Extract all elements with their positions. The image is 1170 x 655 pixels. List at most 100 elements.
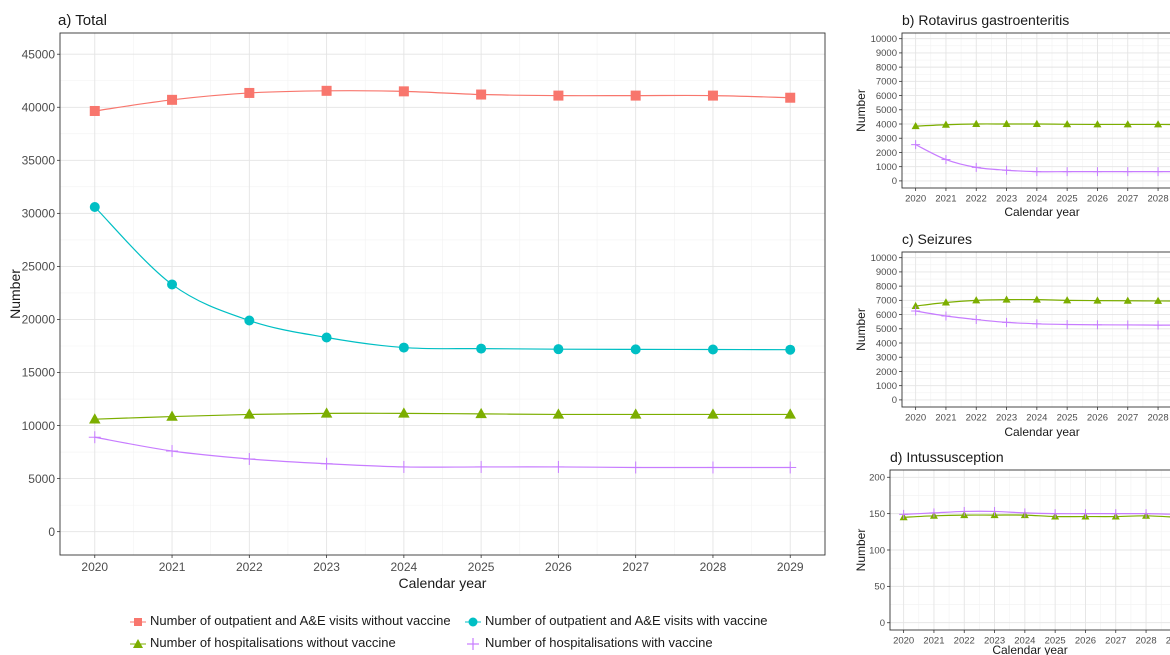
y-axis-label: Number: [7, 269, 23, 319]
data-point: [629, 408, 642, 419]
x-axis-label: Calendar year: [1004, 205, 1079, 219]
data-point: [941, 311, 951, 321]
data-point: [553, 90, 564, 101]
y-tick-label: 40000: [22, 100, 56, 114]
data-point: [167, 279, 178, 290]
series-line-hosp_with: [94, 436, 791, 469]
data-point: [1111, 509, 1121, 519]
x-tick-label: 2021: [935, 194, 956, 205]
y-tick-label: 7000: [876, 77, 897, 88]
data-point: [1062, 167, 1072, 177]
y-tick-label: 0: [48, 525, 55, 539]
chart-panel-0: 0 5000 10000 15000 20000 25000 30000 35000 40000…: [7, 12, 826, 591]
y-tick-label: 2000: [876, 367, 897, 378]
data-point: [707, 90, 718, 101]
x-tick-label: 2026: [545, 560, 572, 574]
x-tick-label: 2026: [1087, 413, 1108, 424]
data-point: [630, 344, 641, 355]
data-point: [321, 332, 332, 343]
y-tick-label: 200: [869, 473, 885, 484]
data-point: [552, 408, 565, 419]
data-point: [1032, 167, 1042, 177]
series-group: [911, 295, 1170, 330]
x-tick-label: 2028: [1147, 413, 1168, 424]
y-tick-label: 8000: [876, 281, 897, 292]
x-tick-label: 2027: [1117, 194, 1138, 205]
x-axis-label: Calendar year: [1004, 425, 1079, 439]
x-tick-label: 2026: [1075, 636, 1096, 647]
data-point: [972, 296, 981, 304]
legend-label: Number of outpatient and A&E visits with…: [150, 613, 451, 628]
data-point: [707, 344, 718, 355]
x-tick-label: 2023: [996, 413, 1017, 424]
data-point: [1153, 167, 1163, 177]
data-point: [929, 508, 939, 518]
y-tick-label: 10000: [871, 253, 897, 264]
data-point: [785, 344, 796, 355]
x-tick-label: 2028: [1135, 636, 1156, 647]
data-point: [88, 431, 101, 444]
x-axis-label: Calendar year: [399, 575, 487, 591]
y-tick-label: 0: [892, 176, 897, 187]
data-point: [89, 413, 101, 424]
x-tick-label: 2020: [905, 194, 926, 205]
data-point: [972, 119, 981, 127]
series-group: [899, 506, 1170, 521]
chart-panel-2: 0 1000 2000 3000 4000 5000 6000 7000 8000 9000 100…: [854, 231, 1170, 439]
y-tick-label: 5000: [876, 324, 897, 335]
x-tick-label: 2021: [935, 413, 956, 424]
y-tick-label: 1000: [876, 381, 897, 392]
data-point: [785, 92, 796, 103]
data-point: [244, 87, 255, 98]
legend-item-hosp-without: Number of hospitalisations without vacci…: [130, 634, 396, 652]
data-point: [971, 162, 981, 172]
data-point: [941, 120, 950, 128]
plot-border: [901, 251, 1170, 408]
data-point: [784, 461, 797, 474]
series-line-hosp_without: [915, 298, 1170, 307]
x-tick-label: 2024: [1014, 636, 1035, 647]
data-point: [911, 301, 920, 310]
y-tick-label: 5000: [876, 105, 897, 116]
y-tick-label: 30000: [22, 207, 56, 221]
y-tick-label: 15000: [22, 366, 56, 380]
square-marker-icon: [130, 617, 146, 626]
data-point: [1032, 295, 1041, 303]
data-point: [321, 85, 332, 96]
data-point: [1154, 120, 1163, 128]
data-point: [1063, 296, 1072, 304]
x-tick-label: 2027: [1105, 636, 1126, 647]
x-tick-label: 2026: [1087, 194, 1108, 205]
y-tick-label: 0: [880, 618, 885, 629]
y-tick-label: 4000: [876, 119, 897, 130]
data-point: [990, 506, 1000, 516]
chart-title: c) Seizures: [902, 231, 972, 247]
data-point: [1123, 167, 1133, 177]
x-tick-label: 2028: [1147, 194, 1168, 205]
data-point: [1093, 120, 1102, 128]
y-tick-label: 9000: [876, 48, 897, 59]
x-tick-label: 2027: [622, 560, 649, 574]
y-axis-label: Number: [854, 529, 868, 572]
y-tick-label: 2000: [876, 148, 897, 159]
data-point: [89, 105, 100, 116]
series-line-hosp_without: [903, 514, 1170, 518]
data-point: [166, 445, 179, 458]
series-line-outpatient_with: [94, 206, 791, 351]
data-point: [971, 315, 981, 325]
plot-background: [902, 252, 1170, 407]
y-tick-label: 35000: [22, 154, 56, 168]
data-point: [1123, 296, 1132, 304]
chart-panel-1: 0 1000 2000 3000 4000 5000 6000 7000 8000 9000 100…: [854, 12, 1170, 219]
y-tick-label: 10000: [871, 34, 897, 45]
chart-panel-3: 0 50 100 150 200 2020 2021 2022 2023 2024 2025 2026…: [854, 449, 1170, 655]
data-point: [1050, 509, 1060, 519]
data-point: [707, 408, 719, 419]
data-point: [630, 90, 641, 101]
y-axis-label: Number: [854, 308, 868, 351]
data-point: [320, 457, 333, 470]
data-point: [397, 460, 410, 473]
x-tick-label: 2023: [996, 194, 1017, 205]
data-point: [941, 298, 950, 306]
data-point: [398, 407, 410, 418]
